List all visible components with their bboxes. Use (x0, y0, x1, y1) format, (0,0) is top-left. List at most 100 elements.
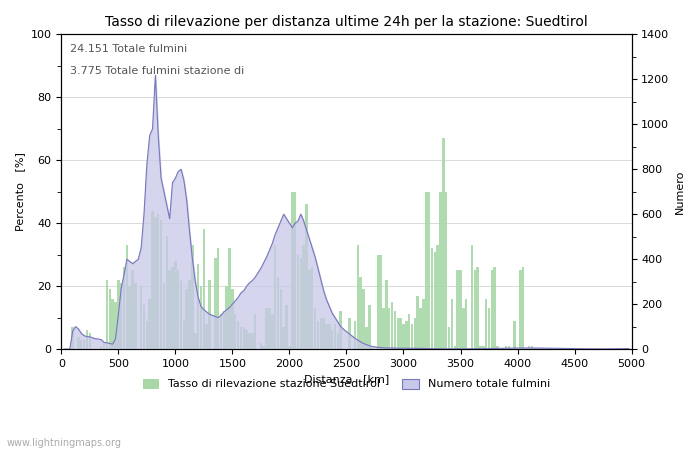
Bar (120, 283, 122, 349)
Bar (379, 255, 382, 349)
Bar (117, 280, 120, 349)
Bar (308, 270, 311, 349)
Bar (316, 321, 319, 349)
Bar (416, 296, 419, 349)
Bar (414, 318, 416, 349)
Bar (71, 327, 74, 349)
Bar (154, 217, 157, 349)
Bar (459, 270, 462, 349)
Bar (494, 267, 496, 349)
Bar (194, 333, 197, 349)
Bar (146, 321, 148, 349)
Bar (408, 315, 410, 349)
Bar (80, 340, 83, 349)
Bar (491, 270, 493, 349)
Bar (456, 270, 459, 349)
Bar (239, 327, 242, 349)
Bar (246, 330, 248, 349)
Bar (103, 343, 105, 349)
Bar (248, 333, 251, 349)
Bar (251, 333, 253, 349)
Text: 3.775 Totale fulmini stazione di: 3.775 Totale fulmini stazione di (70, 66, 244, 76)
Bar (183, 321, 186, 349)
Bar (405, 321, 407, 349)
Bar (300, 258, 302, 349)
Bar (359, 277, 362, 349)
Bar (209, 280, 211, 349)
Bar (199, 286, 202, 349)
Bar (234, 315, 237, 349)
Bar (83, 340, 85, 349)
Bar (231, 289, 234, 349)
Bar (225, 286, 228, 349)
Bar (302, 245, 305, 349)
Bar (400, 318, 402, 349)
Y-axis label: Percento   [%]: Percento [%] (15, 152, 25, 231)
Bar (271, 315, 274, 349)
Bar (488, 308, 490, 349)
Bar (177, 270, 179, 349)
Legend: Tasso di rilevazione stazione Suedtirol, Numero totale fulmini: Tasso di rilevazione stazione Suedtirol,… (138, 374, 554, 394)
Bar (385, 280, 388, 349)
Bar (268, 308, 271, 349)
Bar (314, 308, 316, 349)
Title: Tasso di rilevazione per distanza ultime 24h per la stazione: Suedtirol: Tasso di rilevazione per distanza ultime… (105, 15, 588, 29)
Bar (485, 299, 487, 349)
Bar (445, 192, 447, 349)
Bar (274, 245, 276, 349)
Bar (206, 324, 208, 349)
Bar (282, 327, 285, 349)
Bar (440, 192, 442, 349)
Bar (111, 299, 114, 349)
X-axis label: Distanza   [km]: Distanza [km] (304, 374, 389, 384)
Bar (172, 267, 174, 349)
Bar (180, 280, 182, 349)
Bar (430, 248, 433, 349)
Bar (242, 327, 245, 349)
Bar (363, 289, 365, 349)
Y-axis label: Numero: Numero (675, 170, 685, 214)
Bar (334, 324, 336, 349)
Bar (419, 308, 422, 349)
Bar (411, 324, 413, 349)
Bar (454, 346, 456, 349)
Bar (297, 255, 299, 349)
Bar (157, 214, 160, 349)
Bar (294, 192, 296, 349)
Bar (319, 318, 322, 349)
Bar (448, 327, 450, 349)
Bar (382, 308, 385, 349)
Bar (160, 220, 162, 349)
Bar (191, 245, 194, 349)
Bar (451, 299, 453, 349)
Bar (220, 315, 222, 349)
Bar (528, 346, 530, 349)
Bar (217, 248, 219, 349)
Bar (422, 299, 425, 349)
Bar (513, 321, 516, 349)
Bar (186, 289, 188, 349)
Bar (473, 270, 476, 349)
Bar (77, 337, 80, 349)
Bar (286, 305, 288, 349)
Bar (148, 299, 151, 349)
Bar (531, 346, 533, 349)
Bar (522, 267, 524, 349)
Bar (134, 283, 136, 349)
Bar (276, 277, 279, 349)
Bar (114, 302, 117, 349)
Bar (228, 248, 231, 349)
Bar (122, 267, 125, 349)
Text: 24.151 Totale fulmini: 24.151 Totale fulmini (70, 44, 187, 54)
Bar (174, 261, 176, 349)
Bar (88, 333, 91, 349)
Bar (396, 318, 399, 349)
Bar (262, 346, 265, 349)
Bar (169, 270, 171, 349)
Bar (223, 311, 225, 349)
Bar (505, 346, 508, 349)
Bar (291, 192, 293, 349)
Bar (305, 204, 308, 349)
Bar (477, 267, 479, 349)
Bar (433, 252, 436, 349)
